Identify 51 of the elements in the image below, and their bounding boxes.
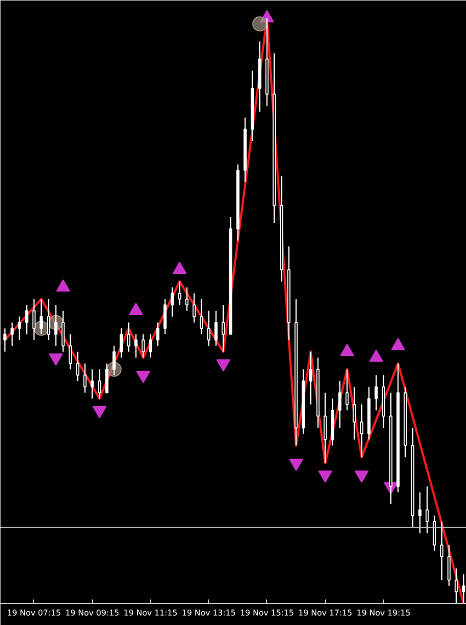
candlestick: [207, 310, 210, 347]
candlestick: [200, 298, 204, 335]
candlestick: [3, 328, 6, 352]
candlestick: [25, 304, 28, 335]
candlestick: [156, 322, 160, 347]
candlestick: [345, 368, 349, 411]
x-tick-label: 19 Nov 15:15: [240, 608, 294, 618]
candlestick: [440, 520, 444, 581]
candlestick: [142, 334, 145, 358]
candlestick: [112, 345, 116, 376]
x-tick-label: 19 Nov 17:15: [298, 608, 352, 618]
x-tick-label: 19 Nov 07:15: [7, 608, 61, 618]
x-tick-label: 19 Nov 13:15: [182, 608, 236, 618]
x-tick-label: 19 Nov 09:15: [65, 608, 120, 618]
candlestick: [222, 304, 225, 352]
candlestick: [170, 286, 174, 318]
candlestick: [120, 328, 123, 358]
candlestick: [105, 362, 108, 394]
candlestick: [352, 386, 356, 440]
x-tick-label: 19 Nov 19:15: [356, 608, 410, 618]
candlestick: [447, 544, 451, 587]
candlestick: [178, 280, 182, 306]
candlestick: [83, 362, 87, 394]
candlestick: [214, 310, 218, 347]
candlestick: [309, 351, 312, 406]
candlestick: [192, 292, 196, 324]
candlestick: [127, 322, 130, 352]
candlestick: [10, 322, 14, 347]
candlestick: [163, 298, 167, 335]
candlestick: [374, 374, 378, 411]
candlestick: [98, 368, 102, 400]
candlestick: [185, 286, 188, 312]
candlestick: [32, 298, 36, 341]
candlestick: [40, 298, 43, 335]
candlestick: [90, 368, 94, 400]
candlestick: [324, 392, 327, 464]
x-tick-label: 19 Nov 11:15: [124, 608, 178, 618]
candlestick: [134, 334, 138, 358]
candlestick: [54, 304, 58, 347]
candlestick: [46, 298, 50, 341]
candlestick: [18, 316, 22, 341]
candlestick: [418, 492, 422, 534]
candlestick: [432, 515, 436, 552]
candlestick: [68, 334, 72, 370]
candlestick: [338, 380, 342, 428]
candlestick: [76, 351, 80, 382]
candlestick: [360, 404, 364, 458]
candlestick: [426, 486, 429, 534]
candlestick: [462, 574, 466, 604]
candlestick: [62, 310, 65, 352]
candlestick: [148, 334, 152, 358]
